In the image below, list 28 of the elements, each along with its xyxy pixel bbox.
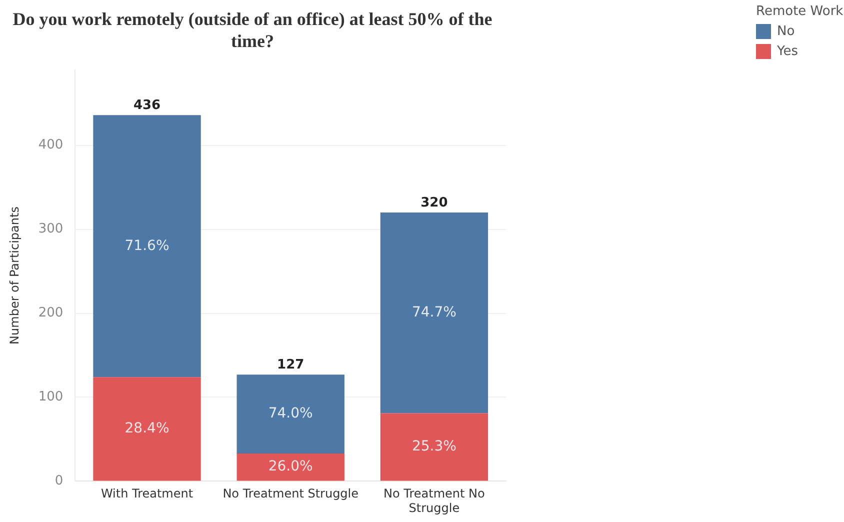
total-label: 320	[420, 195, 448, 210]
y-tick-label: 400	[38, 138, 64, 153]
bar	[380, 413, 488, 481]
bar	[236, 453, 344, 481]
legend-label: No	[777, 24, 795, 39]
x-tick-label: No Treatment No Struggle	[384, 486, 485, 515]
total-label: 436	[133, 98, 161, 114]
legend-label: Yes	[777, 44, 798, 59]
y-tick-label: 200	[38, 306, 64, 321]
chart-title: Do you work remotely (outside of an office) at least 50% of the time?	[12, 8, 494, 52]
y-tick-label: 100	[38, 390, 64, 405]
annotation: 74.7%	[412, 304, 456, 320]
x-tick-label: No Treatment Struggle	[222, 486, 359, 501]
x-tick-label: With Treatment	[100, 486, 194, 501]
y-axis-title: Number of Participants	[7, 206, 22, 344]
annotation: 28.4%	[124, 420, 170, 437]
bar	[93, 115, 201, 378]
annotation: 74.0%	[268, 406, 313, 422]
y-tick-label: 300	[38, 222, 64, 237]
bar	[380, 212, 488, 414]
bar	[93, 377, 201, 481]
bar	[236, 374, 344, 454]
annotation: 26.0%	[268, 458, 313, 475]
legend-title: Remote Work	[756, 4, 844, 19]
annotation: 71.6%	[124, 238, 170, 254]
annotation: 25.3%	[412, 438, 456, 455]
total-label: 127	[277, 357, 304, 372]
y-tick-label: 0	[54, 474, 64, 489]
